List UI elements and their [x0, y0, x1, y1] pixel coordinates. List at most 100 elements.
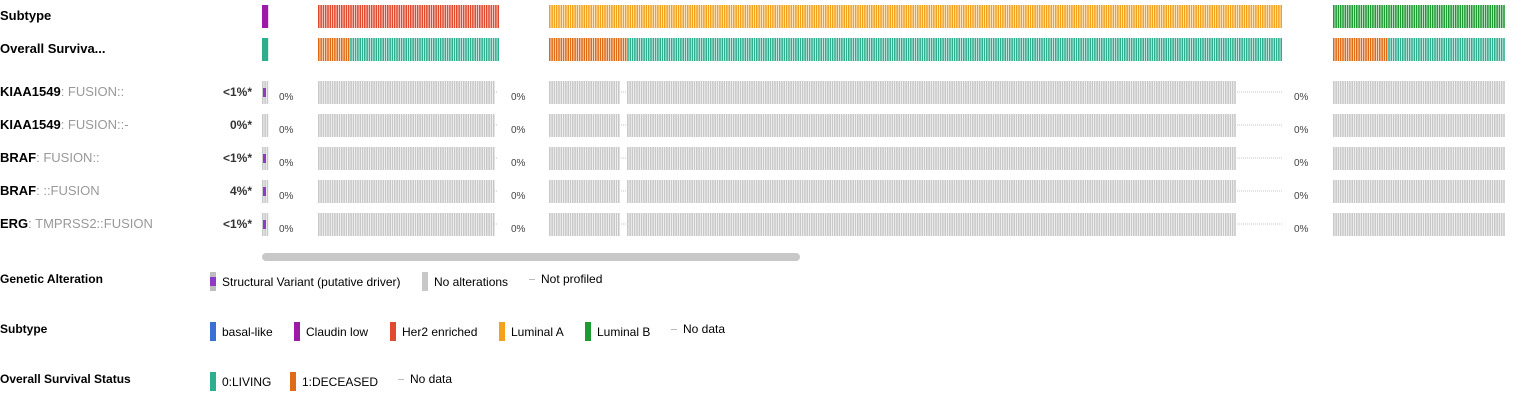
- oncoprint-cell: [1146, 180, 1149, 203]
- oncoprint-cell: [1174, 38, 1177, 61]
- oncoprint-cell: [817, 114, 820, 137]
- oncoprint-cell: [974, 147, 976, 170]
- oncoprint-cell: [433, 38, 435, 61]
- oncoprint-cell: [1206, 213, 1209, 236]
- oncoprint-cell: [1353, 38, 1356, 61]
- oncoprint-cell: [1213, 5, 1216, 28]
- oncoprint-cell: [320, 213, 322, 236]
- oncoprint-cell: [1443, 81, 1445, 104]
- oncoprint-cell: [772, 5, 774, 28]
- oncoprint-cell: [1018, 147, 1020, 170]
- oncoprint-cell: [1054, 213, 1057, 236]
- oncoprint-cell: [760, 180, 762, 203]
- oncoprint-cell: [643, 180, 645, 203]
- oncoprint-cell: [1498, 213, 1501, 236]
- oncoprint-cell: [1225, 114, 1227, 137]
- oncoprint-cell: [1448, 81, 1450, 104]
- legend-item-survival-no-data[interactable]: No data: [398, 372, 452, 386]
- oncoprint-cell: [889, 213, 891, 236]
- gene-label-braf-rev-fusion[interactable]: BRAF: ::FUSION: [0, 183, 100, 198]
- oncoprint-cell: [675, 213, 677, 236]
- oncoprint-cell: [953, 38, 956, 61]
- gene-label-kiaa1549-fusion[interactable]: KIAA1549: FUSION::: [0, 84, 124, 99]
- oncoprint-cell: [831, 180, 834, 203]
- legend-item-living[interactable]: 0:LIVING: [210, 372, 271, 391]
- oncoprint-cell: [1126, 180, 1128, 203]
- oncoprint-cell: [446, 81, 449, 104]
- oncoprint-cell: [1100, 213, 1103, 236]
- oncoprint-cell: [1116, 180, 1119, 203]
- oncoprint-cell: [354, 81, 357, 104]
- oncoprint-cell: [479, 213, 481, 236]
- gene-label-braf-fusion[interactable]: BRAF: FUSION::: [0, 150, 100, 165]
- oncoprint-cell: [1427, 38, 1429, 61]
- oncoprint-cell: [553, 81, 556, 104]
- legend-item-no-alterations[interactable]: No alterations: [422, 272, 508, 291]
- oncoprint-cell: [375, 180, 378, 203]
- horizontal-scrollbar[interactable]: [262, 253, 800, 261]
- oncoprint-cell: [463, 114, 465, 137]
- oncoprint-cell: [1408, 147, 1411, 170]
- oncoprint-cell: [1015, 213, 1018, 236]
- oncoprint-cell: [1218, 147, 1220, 170]
- oncoprint-cell: [1452, 38, 1455, 61]
- oncoprint-cell: [338, 5, 341, 28]
- zero-percent-label: 0%: [279, 125, 294, 136]
- oncoprint-cell: [1188, 5, 1190, 28]
- oncoprint-cell: [1027, 114, 1029, 137]
- oncoprint-cell: [1096, 114, 1098, 137]
- legend-item-luminal-b[interactable]: Luminal B: [585, 322, 650, 341]
- gene-label-kiaa1549-fusion-dash[interactable]: KIAA1549: FUSION::-: [0, 117, 129, 132]
- oncoprint-cell: [1392, 213, 1395, 236]
- legend-item-her2-enriched[interactable]: Her2 enriched: [390, 322, 477, 341]
- living-swatch-icon: [210, 372, 216, 391]
- oncoprint-cell: [370, 5, 373, 28]
- oncoprint-cell: [719, 180, 721, 203]
- oncoprint-cell: [631, 180, 634, 203]
- oncoprint-cell: [884, 5, 887, 28]
- oncoprint-cell: [1459, 5, 1462, 28]
- oncoprint-cell: [700, 180, 703, 203]
- oncoprint-cell: [905, 81, 907, 104]
- oncoprint-cell: [334, 180, 336, 203]
- oncoprint-cell: [430, 38, 433, 61]
- oncoprint-cell: [866, 147, 868, 170]
- oncoprint-cell: [601, 81, 604, 104]
- oncoprint-cell: [1484, 38, 1487, 61]
- oncoprint-cell: [1183, 180, 1186, 203]
- oncoprint-cell: [652, 147, 654, 170]
- oncoprint-cell: [1216, 5, 1218, 28]
- legend-item-no-data[interactable]: No data: [671, 322, 725, 336]
- oncoprint-cell: [354, 38, 357, 61]
- oncoprint-cell: [797, 213, 799, 236]
- oncoprint-cell: [371, 114, 373, 137]
- legend-item-structural-variant[interactable]: Structural Variant (putative driver): [210, 272, 401, 291]
- oncoprint-cell: [1100, 147, 1103, 170]
- oncoprint-cell: [1174, 5, 1177, 28]
- oncoprint-cell: [958, 5, 960, 28]
- oncoprint-cell: [988, 38, 990, 61]
- oncoprint-cell: [1174, 147, 1176, 170]
- legend-item-luminal-a[interactable]: Luminal A: [499, 322, 564, 341]
- oncoprint-cell: [675, 114, 677, 137]
- oncoprint-cell: [472, 180, 474, 203]
- zero-percent-label: 0%: [279, 158, 294, 169]
- oncoprint-cell: [1137, 180, 1140, 203]
- oncoprint-cell: [912, 180, 914, 203]
- oncoprint-cell: [861, 147, 864, 170]
- oncoprint-cell: [926, 38, 928, 61]
- oncoprint-cell: [1050, 114, 1052, 137]
- oncoprint-cell: [1473, 5, 1475, 28]
- oncoprint-cell: [778, 180, 781, 203]
- legend-item-deceased[interactable]: 1:DECEASED: [290, 372, 378, 391]
- oncoprint-cell: [654, 180, 657, 203]
- legend-item-not-profiled[interactable]: Not profiled: [529, 272, 602, 286]
- track-label-overall-survival[interactable]: Overall Surviva...: [0, 41, 106, 56]
- oncoprint-cell: [1436, 213, 1439, 236]
- legend-item-claudin-low[interactable]: Claudin low: [294, 322, 368, 341]
- legend-item-basal-like[interactable]: basal-like: [210, 322, 273, 341]
- oncoprint-cell: [656, 114, 659, 137]
- track-label-subtype[interactable]: Subtype: [0, 8, 52, 23]
- gene-label-erg-tmprss2[interactable]: ERG: TMPRSS2::FUSION: [0, 216, 153, 231]
